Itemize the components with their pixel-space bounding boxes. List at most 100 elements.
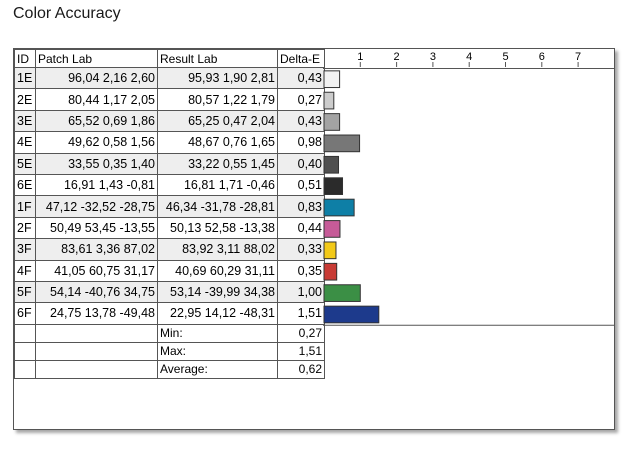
row-delta-e: 0,43 xyxy=(277,66,325,90)
tick-label: 7 xyxy=(575,51,581,63)
tick-label: 3 xyxy=(430,51,436,63)
row-delta-e: 0,51 xyxy=(277,173,325,197)
row-delta-e: 0,35 xyxy=(277,259,325,282)
row-delta-e: 0,27 xyxy=(277,88,325,111)
bar-4F xyxy=(323,262,338,281)
row-result-lab: 22,95 14,12 -48,31 xyxy=(157,302,278,325)
row-patch-lab: 54,14 -40,76 34,75 xyxy=(35,280,158,304)
row-delta-e: 0,43 xyxy=(277,109,325,133)
table-row: 4F 41,05 60,75 31,17 40,69 60,29 31,11 0,35 xyxy=(14,259,325,282)
chart-svg: 1 2 3 4 5 6 7 xyxy=(323,51,614,326)
row-result-lab: 53,14 -39,99 34,38 xyxy=(157,280,278,304)
row-patch-lab: 83,61 3,36 87,02 xyxy=(35,238,158,261)
bar-1E xyxy=(323,70,341,89)
row-id: 4E xyxy=(14,131,36,154)
row-id: 5F xyxy=(14,280,36,304)
row-result-lab: 16,81 1,71 -0,46 xyxy=(157,173,278,197)
summary-row: Average: 0,62 xyxy=(14,359,325,379)
table-row: 6E 16,91 1,43 -0,81 16,81 1,71 -0,46 0,51 xyxy=(14,173,325,197)
table-row: 3F 83,61 3,36 87,02 83,92 3,11 88,02 0,33 xyxy=(14,238,325,261)
row-patch-lab: 65,52 0,69 1,86 xyxy=(35,109,158,133)
row-id: 4F xyxy=(14,259,36,282)
row-result-lab: 40,69 60,29 31,11 xyxy=(157,259,278,282)
row-delta-e: 0,83 xyxy=(277,195,325,218)
row-id: 3E xyxy=(14,109,36,133)
row-delta-e: 1,00 xyxy=(277,280,325,304)
summary-label: Max: xyxy=(157,341,278,361)
header-delta-e: Delta-E xyxy=(277,49,325,68)
summary-empty xyxy=(35,359,158,379)
bar-2E xyxy=(323,91,335,110)
bar-2F xyxy=(323,220,341,238)
summary-row: Min: 0,27 xyxy=(14,323,325,343)
summary-empty xyxy=(35,341,158,361)
bar-5E xyxy=(323,155,340,174)
row-patch-lab: 16,91 1,43 -0,81 xyxy=(35,173,158,197)
row-id: 1E xyxy=(14,66,36,90)
summary-value: 0,27 xyxy=(277,323,325,343)
table-row: 5F 54,14 -40,76 34,75 53,14 -39,99 34,38 1,… xyxy=(14,280,325,304)
table-row: 3E 65,52 0,69 1,86 65,25 0,47 2,04 0,43 xyxy=(14,109,325,133)
row-id: 2F xyxy=(14,216,36,240)
row-patch-lab: 96,04 2,16 2,60 xyxy=(35,66,158,90)
bar-1F xyxy=(323,198,355,217)
bar-6F xyxy=(323,305,380,324)
row-patch-lab: 50,49 53,45 -13,55 xyxy=(35,216,158,240)
summary-label: Min: xyxy=(157,323,278,343)
row-result-lab: 33,22 0,55 1,45 xyxy=(157,152,278,175)
bar-3F xyxy=(323,241,337,260)
table-row: 2F 50,49 53,45 -13,55 50,13 52,58 -13,38 0,… xyxy=(14,216,325,240)
row-result-lab: 50,13 52,58 -13,38 xyxy=(157,216,278,240)
row-delta-e: 1,51 xyxy=(277,302,325,325)
summary-value: 1,51 xyxy=(277,341,325,361)
bar-5F xyxy=(323,284,361,302)
row-result-lab: 48,67 0,76 1,65 xyxy=(157,131,278,154)
summary-empty xyxy=(35,323,158,343)
summary-empty xyxy=(14,323,36,343)
row-patch-lab: 49,62 0,58 1,56 xyxy=(35,131,158,154)
header-result-lab: Result Lab xyxy=(157,49,278,68)
summary-label: Average: xyxy=(157,359,278,379)
row-id: 1F xyxy=(14,195,36,218)
table-row: 2E 80,44 1,17 2,05 80,57 1,22 1,79 0,27 xyxy=(14,88,325,111)
summary-empty xyxy=(14,341,36,361)
row-id: 6F xyxy=(14,302,36,325)
row-patch-lab: 33,55 0,35 1,40 xyxy=(35,152,158,175)
row-patch-lab: 24,75 13,78 -49,48 xyxy=(35,302,158,325)
row-delta-e: 0,98 xyxy=(277,131,325,154)
tick-label: 1 xyxy=(357,51,363,63)
row-id: 2E xyxy=(14,88,36,111)
row-result-lab: 65,25 0,47 2,04 xyxy=(157,109,278,133)
table-row: 4E 49,62 0,58 1,56 48,67 0,76 1,65 0,98 xyxy=(14,131,325,154)
row-id: 3F xyxy=(14,238,36,261)
color-accuracy-panel: ID Patch Lab Result Lab Delta-E 1E 96,04 … xyxy=(13,48,615,430)
row-result-lab: 46,34 -31,78 -28,81 xyxy=(157,195,278,218)
row-patch-lab: 47,12 -32,52 -28,75 xyxy=(35,195,158,218)
tick-label: 2 xyxy=(394,51,400,63)
header-id: ID xyxy=(14,49,36,68)
row-patch-lab: 41,05 60,75 31,17 xyxy=(35,259,158,282)
table-row: 5E 33,55 0,35 1,40 33,22 0,55 1,45 0,40 xyxy=(14,152,325,175)
header-patch-lab: Patch Lab xyxy=(35,49,158,68)
table-row: 1F 47,12 -32,52 -28,75 46,34 -31,78 -28,81… xyxy=(14,195,325,218)
summary-value: 0,62 xyxy=(277,359,325,379)
row-result-lab: 95,93 1,90 2,81 xyxy=(157,66,278,90)
bar-4E xyxy=(323,134,361,153)
row-patch-lab: 80,44 1,17 2,05 xyxy=(35,88,158,111)
tick-label: 4 xyxy=(466,51,472,63)
table-row: 6F 24,75 13,78 -49,48 22,95 14,12 -48,31 1,… xyxy=(14,302,325,325)
row-delta-e: 0,33 xyxy=(277,238,325,261)
bar-3E xyxy=(323,113,341,131)
row-id: 6E xyxy=(14,173,36,197)
results-table: ID Patch Lab Result Lab Delta-E 1E 96,04 … xyxy=(14,49,325,379)
row-id: 5E xyxy=(14,152,36,175)
tick-label: 5 xyxy=(502,51,508,63)
summary-row: Max: 1,51 xyxy=(14,341,325,361)
page-title: Color Accuracy xyxy=(13,5,121,22)
tick-label: 6 xyxy=(539,51,545,63)
bar-6E xyxy=(323,177,344,195)
row-result-lab: 80,57 1,22 1,79 xyxy=(157,88,278,111)
table-header-row: ID Patch Lab Result Lab Delta-E xyxy=(14,49,325,68)
delta-e-bar-chart: 1 2 3 4 5 6 7 xyxy=(323,49,614,429)
row-delta-e: 0,44 xyxy=(277,216,325,240)
